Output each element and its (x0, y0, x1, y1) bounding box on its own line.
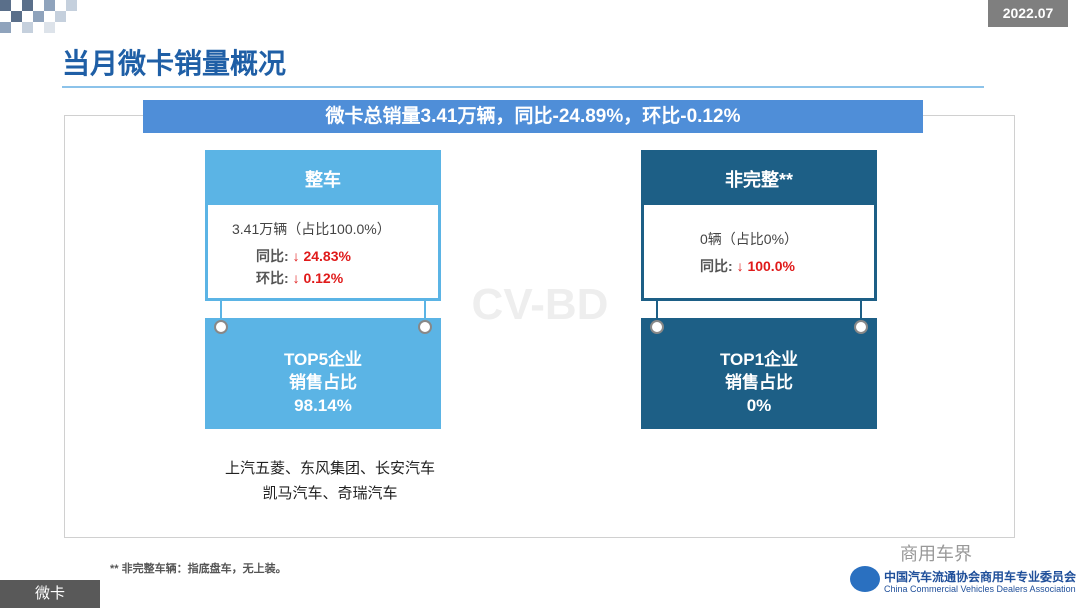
slide-title: 当月微卡销量概况 (62, 48, 287, 79)
stat-label: 同比: (700, 258, 733, 274)
stat-row: 同比: ↓ 24.83% (256, 245, 351, 267)
pin (214, 320, 228, 334)
company-line: 凯马汽车、奇瑞汽车 (262, 485, 398, 502)
top-value: 98.14% (294, 396, 352, 415)
stat-value: ↓ 0.12% (292, 270, 344, 286)
title-rule (62, 86, 984, 88)
top-box: TOP5企业 销售占比 98.14% (205, 318, 441, 429)
panel-body: 3.41万辆（占比100.0%） 同比: ↓ 24.83% 环比: ↓ 0.12… (205, 205, 441, 301)
stat-row: 环比: ↓ 0.12% (256, 267, 343, 289)
logo-mark (850, 566, 880, 592)
connector (860, 300, 862, 320)
top-metric: 销售占比 (289, 373, 357, 392)
brand: 商用车界 (900, 544, 972, 564)
stat-label: 同比: (256, 248, 289, 264)
date-badge: 2022.07 (988, 0, 1068, 27)
top-rank: TOP5企业 (283, 350, 363, 369)
summary-banner: 微卡总销量3.41万辆，同比-24.89%，环比-0.12% (143, 100, 923, 133)
org-en: China Commercial Vehicles Dealers Associ… (884, 584, 1076, 594)
pin (854, 320, 868, 334)
connector (656, 300, 658, 320)
pin (418, 320, 432, 334)
panel-heading: 非完整** (641, 150, 877, 206)
panel-body: 0辆（占比0%） 同比: ↓ 100.0% (641, 205, 877, 301)
stat-row: 同比: ↓ 100.0% (700, 255, 795, 277)
top-metric: 销售占比 (725, 373, 793, 392)
share-text: 3.41万辆（占比100.0%） (232, 221, 391, 237)
checker-decoration (0, 0, 90, 36)
top-rank: TOP1企业 (719, 350, 799, 369)
connector (424, 300, 426, 320)
panel-heading: 整车 (205, 150, 441, 206)
watermark: CV-BD (471, 280, 609, 329)
top-box: TOP1企业 销售占比 0% (641, 318, 877, 429)
company-list: 上汽五菱、东风集团、长安汽车 凯马汽车、奇瑞汽车 (205, 456, 455, 506)
company-line: 上汽五菱、东风集团、长安汽车 (224, 460, 435, 477)
stat-label: 环比: (256, 270, 289, 286)
footnote: ** 非完整车辆：指底盘车，无上装。 (110, 563, 287, 575)
share-text: 0辆（占比0%） (700, 231, 799, 247)
pin (650, 320, 664, 334)
connector (220, 300, 222, 320)
top-value: 0% (746, 396, 772, 415)
stat-value: ↓ 100.0% (736, 258, 795, 274)
footer-tag: 微卡 (0, 580, 100, 608)
org-cn: 中国汽车流通协会商用车专业委员会 (884, 570, 1077, 584)
stat-value: ↓ 24.83% (292, 248, 351, 264)
